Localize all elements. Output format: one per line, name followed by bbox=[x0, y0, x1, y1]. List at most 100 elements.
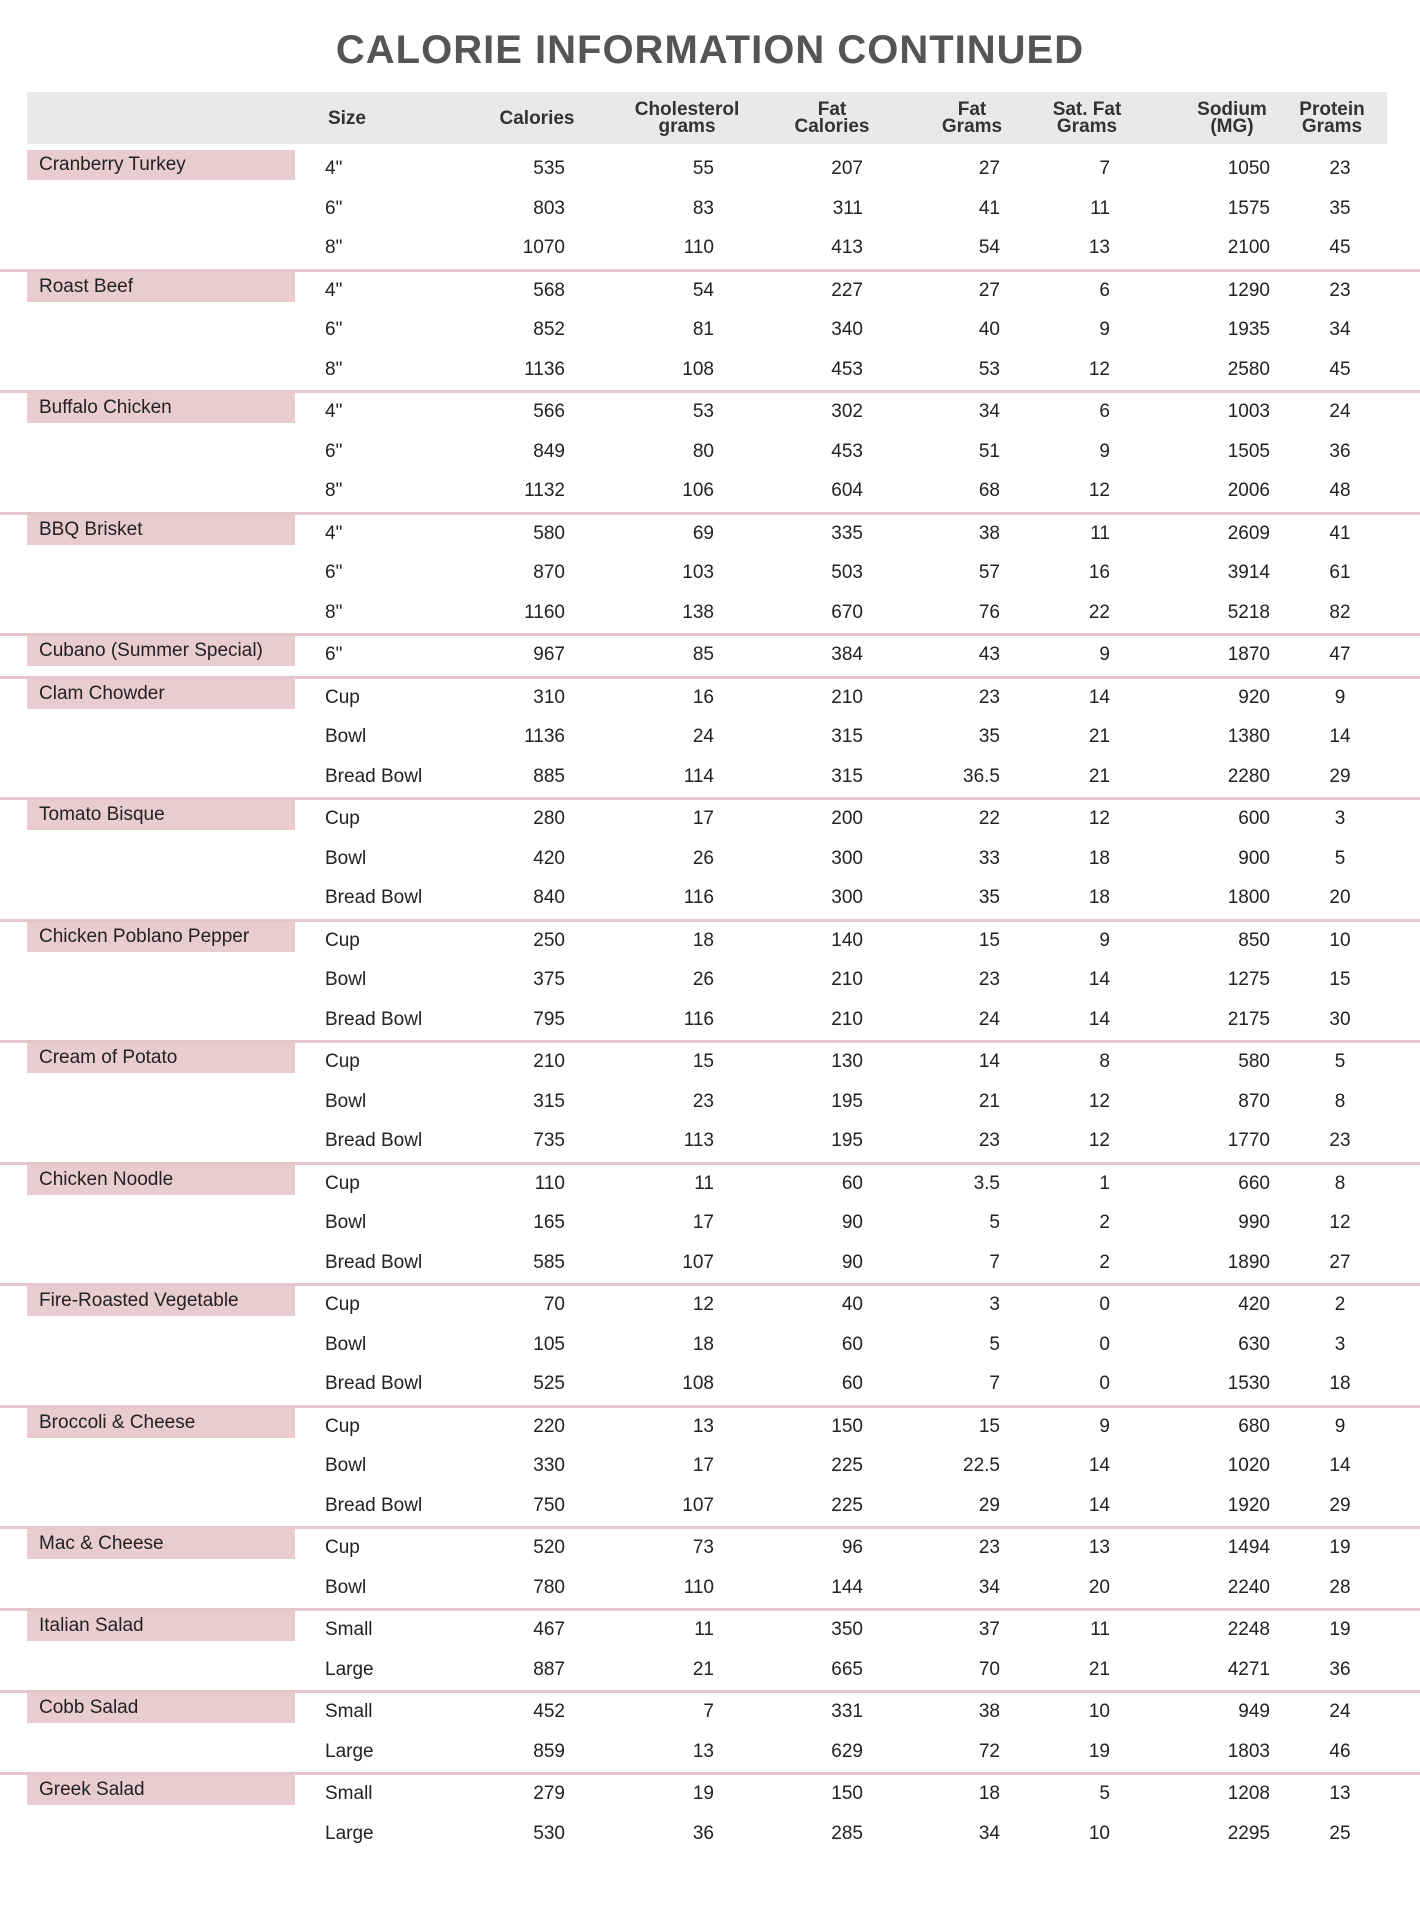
cell-cholesterol: 81 bbox=[692, 319, 714, 340]
cell-fat-calories: 60 bbox=[841, 1172, 863, 1194]
cell-calories: 849 bbox=[533, 440, 565, 462]
cell-size: Bowl bbox=[325, 1212, 367, 1233]
cell-calories: 250 bbox=[533, 929, 565, 951]
cell-fat-grams: 54 bbox=[978, 237, 1000, 258]
cell-calories: 315 bbox=[533, 1090, 565, 1112]
header-protein: Protein Grams bbox=[1299, 99, 1365, 137]
cell-size: Bread Bowl bbox=[325, 765, 423, 787]
cell-protein: 47 bbox=[1329, 644, 1351, 665]
table-row: Small 467 11 350 37 11 2248 19 bbox=[0, 1611, 1420, 1651]
item-name: Tomato Bisque bbox=[27, 800, 295, 830]
table-row: Bread Bowl 525 108 60 7 0 1530 18 bbox=[0, 1365, 1420, 1405]
cell-calories: 870 bbox=[533, 562, 565, 583]
cell-calories: 1132 bbox=[524, 480, 565, 501]
cell-sodium: 2609 bbox=[1227, 522, 1270, 544]
cell-size: Bowl bbox=[325, 1576, 367, 1598]
cell-protein: 27 bbox=[1329, 1251, 1351, 1273]
cell-fat-calories: 207 bbox=[831, 158, 863, 179]
table-row: 8" 1136 108 453 53 12 2580 45 bbox=[0, 351, 1420, 391]
cell-sodium: 1935 bbox=[1227, 319, 1270, 340]
cell-sodium: 2580 bbox=[1227, 358, 1270, 380]
cell-size: Small bbox=[325, 1783, 373, 1804]
nutrition-table-body: Cranberry Turkey 4" 535 55 207 27 7 1050 23 6" 803… bbox=[0, 150, 1420, 1854]
cell-calories: 520 bbox=[533, 1537, 565, 1558]
cell-cholesterol: 23 bbox=[692, 1090, 714, 1112]
cell-protein: 5 bbox=[1334, 1051, 1346, 1072]
cell-protein: 3 bbox=[1334, 808, 1346, 829]
item-name: Italian Salad bbox=[27, 1611, 295, 1641]
cell-sodium: 660 bbox=[1238, 1172, 1270, 1194]
cell-sat-fat: 12 bbox=[1088, 480, 1110, 501]
cell-calories: 420 bbox=[533, 847, 565, 869]
item-group: Fire-Roasted Vegetable Cup 70 12 40 3 0 420 2 Bow… bbox=[0, 1283, 1420, 1405]
cell-fat-calories: 315 bbox=[831, 765, 863, 787]
cell-fat-calories: 453 bbox=[831, 440, 863, 462]
cell-calories: 566 bbox=[533, 401, 565, 422]
cell-cholesterol: 16 bbox=[692, 686, 714, 708]
cell-fat-calories: 210 bbox=[831, 1008, 863, 1030]
cell-protein: 36 bbox=[1329, 1658, 1351, 1680]
cell-size: Bread Bowl bbox=[325, 1494, 423, 1516]
cell-size: Large bbox=[325, 1658, 374, 1680]
cell-fat-grams: 57 bbox=[978, 562, 1000, 583]
cell-fat-calories: 210 bbox=[831, 969, 863, 990]
cell-calories: 885 bbox=[533, 765, 565, 787]
cell-sodium: 900 bbox=[1238, 847, 1270, 869]
cell-sat-fat: 10 bbox=[1088, 1701, 1110, 1722]
item-group: Clam Chowder Cup 310 16 210 23 14 920 9 Bowl 1136 2… bbox=[0, 675, 1420, 798]
item-group: Broccoli & Cheese Cup 220 13 150 15 9 680 9 Bowl 3… bbox=[0, 1404, 1420, 1527]
cell-fat-grams: 22.5 bbox=[963, 1455, 1000, 1476]
cell-cholesterol: 18 bbox=[692, 1333, 714, 1355]
cell-size: Bread Bowl bbox=[325, 1008, 423, 1030]
cell-fat-calories: 130 bbox=[831, 1051, 863, 1072]
cell-fat-calories: 144 bbox=[831, 1576, 863, 1598]
cell-cholesterol: 108 bbox=[682, 1373, 714, 1394]
cell-fat-calories: 195 bbox=[831, 1130, 863, 1151]
cell-calories: 568 bbox=[533, 279, 565, 301]
cell-sat-fat: 9 bbox=[1099, 440, 1110, 462]
table-row: Bread Bowl 795 116 210 24 14 2175 30 bbox=[0, 1001, 1420, 1041]
cell-size: Bowl bbox=[325, 969, 367, 990]
cell-fat-grams: 38 bbox=[978, 1701, 1000, 1722]
cell-cholesterol: 54 bbox=[692, 279, 714, 301]
cell-sat-fat: 12 bbox=[1088, 1130, 1110, 1151]
cell-sodium: 680 bbox=[1238, 1415, 1270, 1437]
cell-cholesterol: 36 bbox=[692, 1822, 714, 1844]
item-group: Buffalo Chicken 4" 566 53 302 34 6 1003 24 6" 849 8… bbox=[0, 390, 1420, 512]
cell-sat-fat: 10 bbox=[1088, 1822, 1110, 1844]
cell-protein: 3 bbox=[1334, 1333, 1346, 1355]
cell-calories: 467 bbox=[533, 1619, 565, 1640]
cell-cholesterol: 106 bbox=[682, 480, 714, 501]
table-row: Bowl 780 110 144 34 20 2240 28 bbox=[0, 1569, 1420, 1609]
cell-sat-fat: 21 bbox=[1088, 765, 1110, 787]
table-row: 4" 580 69 335 38 11 2609 41 bbox=[0, 515, 1420, 555]
cell-sodium: 870 bbox=[1238, 1090, 1270, 1112]
cell-protein: 46 bbox=[1329, 1740, 1351, 1762]
cell-fat-grams: 35 bbox=[978, 887, 1000, 908]
cell-cholesterol: 19 bbox=[692, 1783, 714, 1804]
table-row: Bread Bowl 585 107 90 7 2 1890 27 bbox=[0, 1244, 1420, 1284]
cell-sodium: 2248 bbox=[1227, 1619, 1270, 1640]
cell-calories: 967 bbox=[533, 644, 565, 665]
cell-sat-fat: 19 bbox=[1088, 1740, 1110, 1762]
header-sat-fat: Sat. Fat Grams bbox=[1052, 99, 1122, 137]
item-name: Buffalo Chicken bbox=[27, 393, 295, 423]
cell-cholesterol: 11 bbox=[694, 1172, 714, 1194]
cell-fat-grams: 38 bbox=[978, 522, 1000, 544]
table-row: 8" 1160 138 670 76 22 5218 82 bbox=[0, 594, 1420, 634]
cell-calories: 330 bbox=[533, 1455, 565, 1476]
cell-protein: 61 bbox=[1329, 562, 1351, 583]
table-row: Large 859 13 629 72 19 1803 46 bbox=[0, 1733, 1420, 1773]
header-size: Size bbox=[327, 107, 367, 129]
cell-cholesterol: 53 bbox=[692, 401, 714, 422]
cell-sodium: 1575 bbox=[1227, 197, 1270, 219]
cell-calories: 1136 bbox=[524, 726, 565, 747]
cell-fat-calories: 670 bbox=[831, 601, 863, 623]
cell-size: 6" bbox=[325, 319, 343, 340]
cell-cholesterol: 26 bbox=[692, 969, 714, 990]
cell-calories: 70 bbox=[543, 1294, 565, 1315]
cell-fat-calories: 350 bbox=[831, 1619, 863, 1640]
item-name: Cranberry Turkey bbox=[27, 150, 295, 180]
cell-protein: 9 bbox=[1334, 1415, 1346, 1437]
cell-fat-grams: 29 bbox=[978, 1494, 1000, 1516]
